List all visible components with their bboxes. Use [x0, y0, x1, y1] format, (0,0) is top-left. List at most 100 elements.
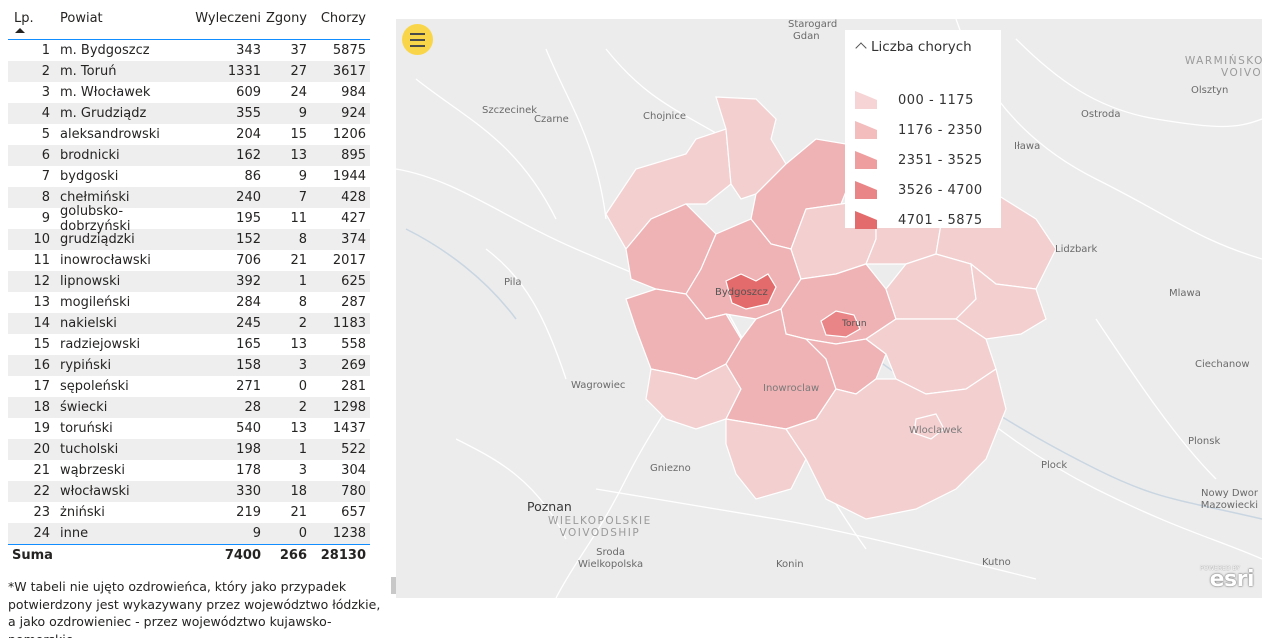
region-wielkopolskie: WIELKOPOLSKIE VOIVODSHIP [548, 515, 652, 539]
cell-lp: 10 [33, 232, 50, 247]
cell-lp: 6 [41, 148, 50, 163]
cell-zgony: 15 [290, 127, 307, 142]
cell-wyleczeni: 152 [236, 232, 261, 247]
chevron-up-icon[interactable] [855, 42, 867, 54]
cell-wyleczeni: 609 [236, 85, 261, 100]
table-row: 18 świecki 28 2 1298 [8, 397, 370, 418]
scrollbar-thumb[interactable] [391, 577, 399, 594]
place-lidzbark: Lidzbark [1055, 244, 1098, 255]
cell-chorzy: 1183 [332, 316, 366, 331]
place-olsztyn: Olsztyn [1191, 85, 1229, 96]
cell-lp: 7 [41, 169, 50, 184]
hamburger-menu-icon[interactable] [402, 24, 433, 55]
cell-wyleczeni: 540 [236, 421, 261, 436]
cell-powiat: radziejowski [60, 337, 141, 352]
cell-zgony: 8 [298, 295, 307, 310]
cell-wyleczeni: 706 [236, 253, 261, 268]
region-warminsko-line1: WARMIŃSKO [1184, 55, 1262, 67]
cell-lp: 3 [41, 85, 50, 100]
cell-wyleczeni: 9 [252, 526, 261, 541]
place-nowy-dwor: Nowy Dwor Mazowiecki [1201, 488, 1258, 512]
cell-wyleczeni: 330 [236, 484, 261, 499]
legend-header[interactable]: Liczba chorych [855, 39, 972, 55]
cell-wyleczeni: 204 [236, 127, 261, 142]
cell-wyleczeni: 178 [236, 463, 261, 478]
cell-zgony: 24 [290, 85, 307, 100]
cell-chorzy: 1298 [332, 400, 366, 415]
cell-wyleczeni: 162 [236, 148, 261, 163]
table-row: 3 m. Włocławek 609 24 984 [8, 82, 370, 103]
cell-powiat: tucholski [60, 442, 119, 457]
place-nowy-dwor-line1: Nowy Dwor [1201, 488, 1258, 499]
cell-chorzy: 1238 [332, 526, 366, 541]
cell-lp: 11 [33, 253, 50, 268]
region-wielkopolskie-line2: VOIVODSHIP [559, 527, 641, 539]
place-szczecinek: Szczecinek [482, 105, 538, 116]
cell-chorzy: 269 [341, 358, 366, 373]
legend-swatch [855, 121, 877, 139]
cell-lp: 22 [33, 484, 50, 499]
table-row: 1 m. Bydgoszcz 343 37 5875 [8, 40, 370, 61]
county-rypinski [955, 262, 1047, 340]
cell-chorzy: 625 [341, 274, 366, 289]
legend-swatch [855, 181, 877, 199]
place-wloclawek: Wloclawek [909, 425, 963, 436]
header-chorzy[interactable]: Chorzy [320, 11, 366, 26]
cell-powiat: m. Toruń [60, 64, 117, 79]
cell-powiat: inne [60, 526, 89, 541]
cell-zgony: 18 [290, 484, 307, 499]
header-wyleczeni[interactable]: Wyleczeni [195, 11, 261, 26]
cell-zgony: 13 [290, 421, 307, 436]
map-view[interactable]: Starogard Gdan Szczecinek Czarne Chojnic… [396, 19, 1262, 598]
place-pila: Pila [504, 277, 522, 288]
cell-zgony: 2 [298, 316, 307, 331]
cell-lp: 2 [41, 64, 50, 79]
legend-label: 2351 - 3525 [898, 152, 983, 168]
cell-zgony: 3 [298, 463, 307, 478]
header-lp[interactable]: Lp. [14, 11, 34, 26]
cell-wyleczeni: 195 [236, 211, 261, 226]
cell-lp: 20 [33, 442, 50, 457]
cell-powiat: mogileński [60, 295, 131, 310]
place-bydgoszcz: Bydgoszcz [715, 287, 768, 298]
table-row: 17 sępoleński 271 0 281 [8, 376, 370, 397]
cell-lp: 8 [41, 190, 50, 205]
table-row: 8 chełmiński 240 7 428 [8, 187, 370, 208]
cell-powiat: m. Grudziądz [60, 106, 147, 121]
place-chojnice: Chojnice [643, 111, 686, 122]
table-row: 22 włocławski 330 18 780 [8, 481, 370, 502]
cell-powiat: włocławski [60, 484, 130, 499]
cell-powiat: aleksandrowski [60, 127, 160, 142]
cell-zgony: 0 [298, 526, 307, 541]
cell-zgony: 3 [298, 358, 307, 373]
cell-chorzy: 924 [341, 106, 366, 121]
cell-powiat: chełmiński [60, 190, 130, 205]
cell-chorzy: 558 [341, 337, 366, 352]
cell-zgony: 9 [298, 169, 307, 184]
cell-chorzy: 374 [341, 232, 366, 247]
county-wloclawski [785, 368, 1007, 520]
cell-zgony: 27 [290, 64, 307, 79]
sort-ascending-icon[interactable] [15, 28, 25, 33]
place-nowy-dwor-line2: Mazowiecki [1200, 500, 1258, 511]
cell-lp: 24 [33, 526, 50, 541]
cell-chorzy: 984 [341, 85, 366, 100]
cell-zgony: 9 [298, 106, 307, 121]
cell-zgony: 8 [298, 232, 307, 247]
esri-logo: esri [1209, 567, 1255, 592]
cell-chorzy: 1437 [332, 421, 366, 436]
cell-wyleczeni: 86 [244, 169, 261, 184]
footnote-line: a jako ozdrowieniec - przez województwo … [8, 614, 332, 638]
cell-chorzy: 428 [341, 190, 366, 205]
cell-lp: 14 [33, 316, 50, 331]
table-row: 15 radziejowski 165 13 558 [8, 334, 370, 355]
cell-powiat: golubsko-dobrzyński [60, 203, 131, 234]
legend-label: 3526 - 4700 [898, 182, 983, 198]
legend-item: 2351 - 3525 [855, 149, 983, 171]
table-row: 19 toruński 540 13 1437 [8, 418, 370, 439]
legend-swatch [855, 91, 877, 109]
header-zgony[interactable]: Zgony [265, 11, 307, 26]
header-powiat[interactable]: Powiat [60, 11, 103, 26]
cell-zgony: 13 [290, 337, 307, 352]
place-starogard: Starogard [788, 19, 838, 30]
